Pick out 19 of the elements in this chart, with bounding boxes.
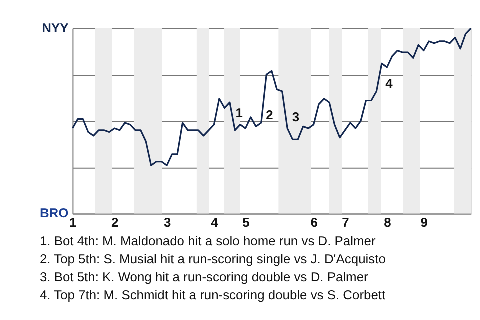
- text: NYY: [42, 20, 70, 36]
- x-tick-label: 8: [384, 215, 392, 230]
- annotation: 4: [386, 76, 394, 92]
- x-tick-label: 5: [242, 215, 250, 230]
- annotation: 3: [292, 109, 300, 124]
- x-tick-label: 2: [112, 215, 119, 230]
- text: 4. Top 7th: M. Schmidt hit a run-scoring double vs S. Corbett: [40, 287, 386, 302]
- text: BRO: [40, 206, 69, 221]
- text: 3. Bot 5th: K. Wong hit a run-scoring double vs D. Palmer: [40, 269, 370, 284]
- x-tick-label: 7: [342, 215, 350, 230]
- text: 2. Top 5th: S. Musial hit a run-scoring single vs J. D'Acquisto: [40, 252, 386, 267]
- x-tick-label: 3: [164, 215, 172, 230]
- annotation: 1: [236, 106, 243, 121]
- x-tick-label: 1: [70, 215, 77, 230]
- annotation: 2: [266, 108, 274, 123]
- text: 1. Bot 4th: M. Maldonado hit a solo home run vs D. Palmer: [40, 234, 376, 249]
- x-tick-label: 9: [420, 215, 428, 230]
- x-tick-label: 6: [310, 215, 318, 230]
- x-tick-label: 4: [211, 215, 220, 230]
